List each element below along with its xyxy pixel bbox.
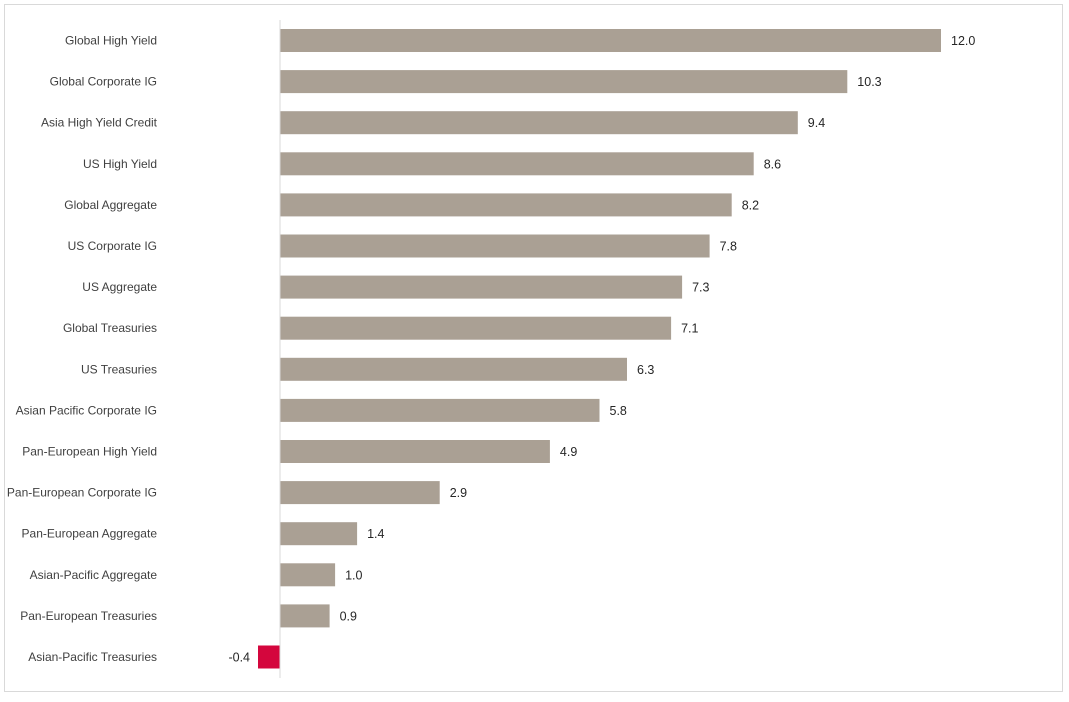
category-label: Asian-Pacific Treasuries xyxy=(28,650,157,664)
category-label: Pan-European Aggregate xyxy=(22,527,158,541)
bar-pan-european-corporate-ig xyxy=(280,481,440,505)
category-label: Pan-European Corporate IG xyxy=(7,486,157,500)
value-label: 5.8 xyxy=(610,404,627,418)
category-label: Pan-European High Yield xyxy=(22,445,157,459)
value-label: 1.0 xyxy=(345,568,362,582)
value-label: 4.9 xyxy=(560,445,577,459)
bar-us-aggregate xyxy=(280,275,683,299)
bar-asian-pacific-treasuries xyxy=(258,645,280,669)
category-label: Global Treasuries xyxy=(63,321,157,335)
value-label: 12.0 xyxy=(951,34,975,48)
category-label: Asia High Yield Credit xyxy=(41,116,158,130)
value-label: 8.6 xyxy=(764,157,781,171)
value-label: -0.4 xyxy=(228,651,250,665)
chart-frame: Global High Yield 12.0 Global Corporate IG… xyxy=(4,4,1063,692)
value-label: 7.8 xyxy=(720,240,737,254)
value-label: 10.3 xyxy=(857,75,881,89)
category-label: Asian Pacific Corporate IG xyxy=(16,403,157,417)
bar-chart: Global High Yield 12.0 Global Corporate IG… xyxy=(7,20,975,678)
value-label: 8.2 xyxy=(742,198,759,212)
value-label: 6.3 xyxy=(637,363,654,377)
bar-global-corporate-ig xyxy=(280,70,848,94)
category-label: US Corporate IG xyxy=(68,239,157,253)
bar-pan-european-treasuries xyxy=(280,604,330,628)
bar-global-high-yield xyxy=(280,29,941,52)
bar-us-high-yield xyxy=(280,152,754,176)
bar-asia-high-yield-credit xyxy=(280,111,798,135)
value-label: 2.9 xyxy=(450,486,467,500)
category-label: Pan-European Treasuries xyxy=(20,609,157,623)
bar-asian-pacific-aggregate xyxy=(280,563,336,587)
category-label: Global Corporate IG xyxy=(50,75,157,89)
bar-us-treasuries xyxy=(280,357,627,381)
category-label: US High Yield xyxy=(83,157,157,171)
bar-pan-european-aggregate xyxy=(280,522,358,546)
category-label: Global High Yield xyxy=(65,34,157,48)
bar-asian-pacific-corporate-ig xyxy=(280,398,600,422)
category-label: Asian-Pacific Aggregate xyxy=(30,568,158,582)
value-label: 0.9 xyxy=(340,609,357,623)
bars-layer xyxy=(258,29,941,669)
labels-layer: Global High Yield 12.0 Global Corporate IG… xyxy=(7,34,975,665)
bar-us-corporate-ig xyxy=(280,234,710,258)
category-label: Global Aggregate xyxy=(64,198,157,212)
bar-pan-european-high-yield xyxy=(280,440,550,463)
value-label: 7.3 xyxy=(692,281,709,295)
category-label: US Treasuries xyxy=(81,362,157,376)
bar-global-aggregate xyxy=(280,193,732,217)
value-label: 9.4 xyxy=(808,116,825,130)
value-label: 7.1 xyxy=(681,322,698,336)
value-label: 1.4 xyxy=(367,527,384,541)
bar-global-treasuries xyxy=(280,316,672,340)
category-label: US Aggregate xyxy=(82,280,157,294)
